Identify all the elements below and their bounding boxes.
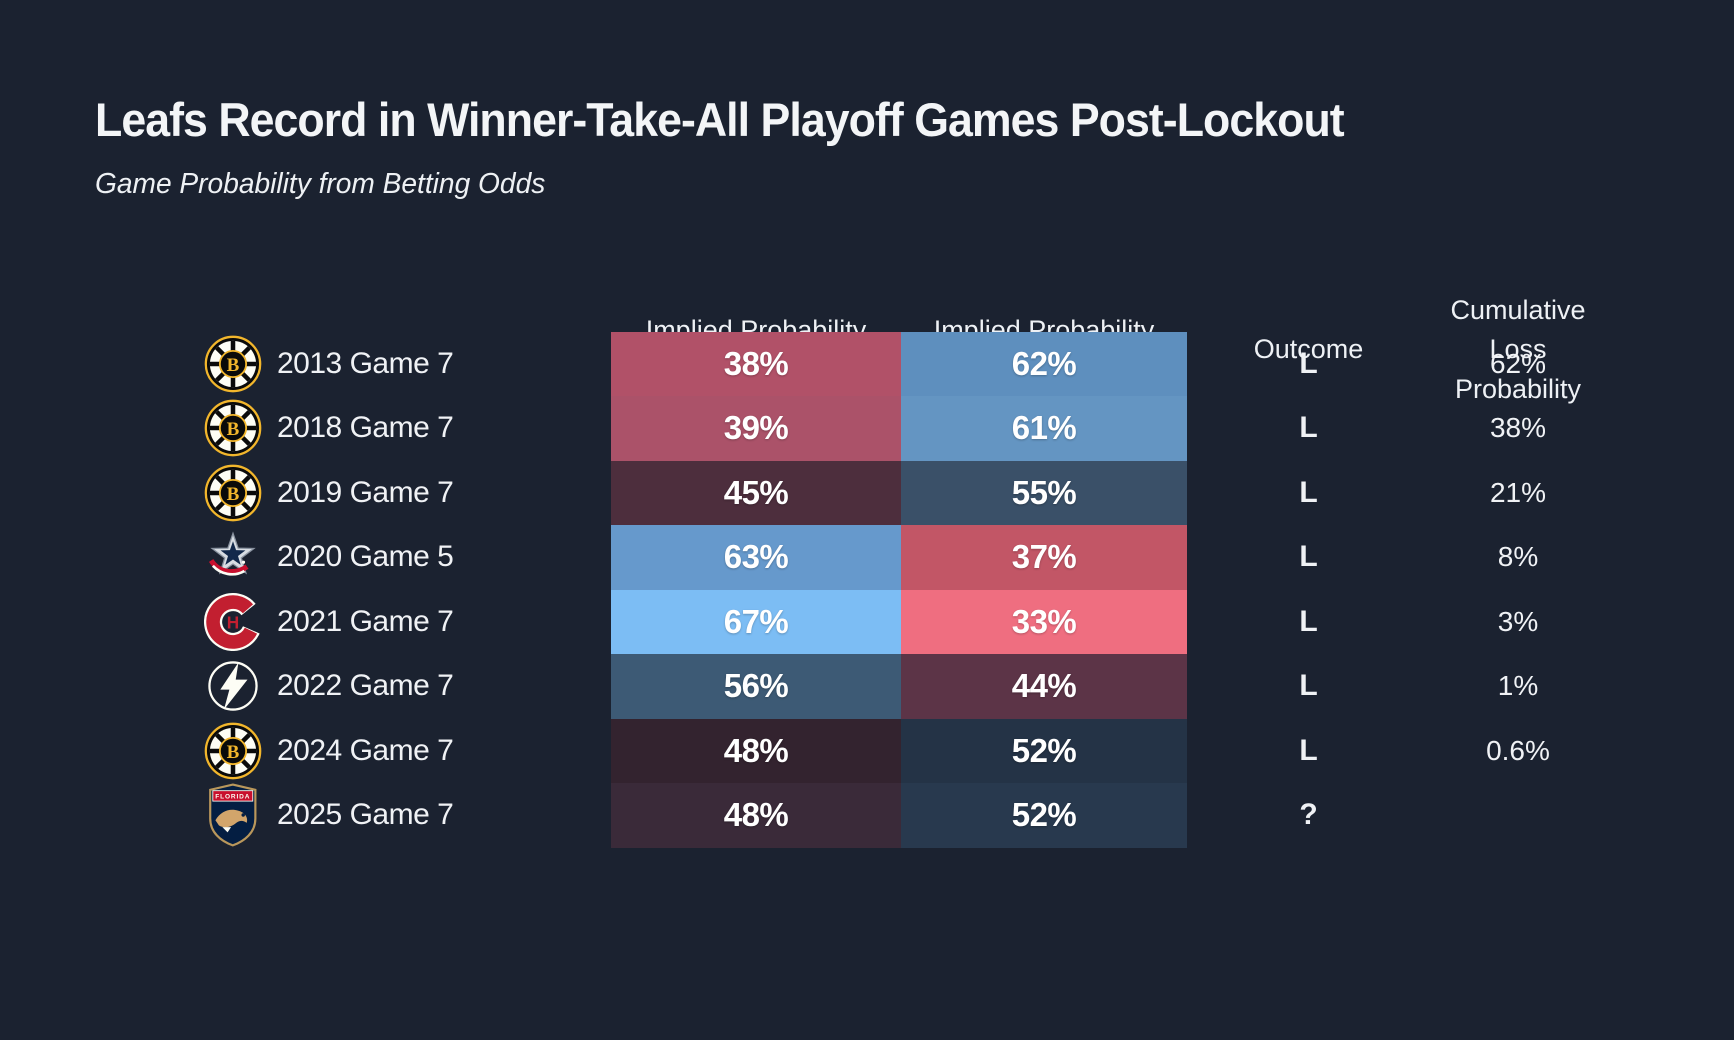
game-label: 2013 Game 7 [277,346,454,380]
win-prob-value: 48% [723,796,789,834]
outcome-cell: ? [1299,798,1318,832]
svg-text:B: B [226,419,239,440]
win-prob-cell: 67% [611,589,901,654]
loss-prob-value: 33% [1011,602,1077,640]
cumulative-cell [1430,783,1606,848]
probability-table: Implied Probability of Toronto Win Impli… [195,267,1606,848]
svg-text:B: B [226,355,239,376]
cumulative-cell: 62% [1489,347,1547,379]
cumulative-cell: 3% [1497,605,1539,637]
loss-prob-value: 55% [1011,473,1077,511]
outcome-cell: L [1299,669,1318,703]
team-logo-cell: B [195,332,270,397]
game-label: 2021 Game 7 [277,604,454,638]
win-prob-cell: 38% [611,331,901,396]
loss-prob-value: 52% [1011,731,1077,769]
panthers-logo-icon: FLORIDA [208,783,257,847]
outcome-cell: L [1299,475,1318,509]
outcome-cell: L [1299,346,1318,380]
cumulative-cell: 8% [1497,541,1539,573]
lightning-logo-icon [207,661,258,711]
column-header-cumulative-line1: Cumulative [1450,295,1586,326]
game-label: 2018 Game 7 [277,411,454,445]
win-prob-cell: 39% [611,396,901,461]
win-prob-value: 67% [723,602,789,640]
loss-prob-cell: 52% [901,783,1187,848]
team-logo-cell [195,525,270,590]
game-label: 2024 Game 7 [277,733,454,767]
column-header-outcome-label: Outcome [1253,334,1364,365]
team-logo-cell: B [195,461,270,526]
win-prob-value: 38% [723,344,789,382]
team-logo-cell: FLORIDA [195,783,270,848]
team-logo-cell: B [195,719,270,784]
bruins-logo-icon: B [204,464,261,522]
bruins-logo-icon: B [204,722,261,780]
loss-prob-value: 52% [1011,796,1077,834]
game-label: 2019 Game 7 [277,475,454,509]
loss-prob-cell: 37% [901,525,1187,590]
loss-prob-cell: 44% [901,654,1187,719]
win-prob-cell: 48% [611,783,901,848]
loss-prob-cell: 62% [901,331,1187,396]
cumulative-cell: 0.6% [1486,734,1550,766]
svg-text:B: B [226,484,239,505]
page-subtitle: Game Probability from Betting Odds [95,168,546,200]
column-header-cumulative-line2: Loss [1489,334,1547,365]
blue-jackets-logo-icon [208,531,256,576]
win-prob-value: 48% [723,731,789,769]
column-header-cumulative: Cumulative Loss Probability [1430,267,1606,433]
loss-prob-cell: 33% [901,589,1187,654]
win-prob-cell: 56% [611,654,901,719]
win-prob-cell: 45% [611,460,901,525]
win-prob-cell: 48% [611,718,901,783]
team-logo-cell: H [195,590,270,655]
loss-prob-cell: 52% [901,718,1187,783]
outcome-cell: L [1299,540,1318,574]
game-label: 2025 Game 7 [277,798,454,832]
loss-prob-value: 62% [1011,344,1077,382]
cumulative-cell: 38% [1489,412,1547,444]
cumulative-cell: 21% [1489,476,1547,508]
win-prob-value: 63% [723,538,789,576]
loss-prob-value: 37% [1011,538,1077,576]
svg-text:B: B [226,742,239,763]
canadiens-logo-icon: H [203,592,262,651]
column-header-cumulative-line3: Probability [1454,373,1582,404]
outcome-cell: L [1299,733,1318,767]
loss-prob-value: 61% [1011,409,1077,447]
outcome-cell: L [1299,604,1318,638]
loss-prob-cell: 61% [901,396,1187,461]
loss-prob-cell: 55% [901,460,1187,525]
svg-text:H: H [226,612,238,632]
game-label: 2022 Game 7 [277,669,454,703]
column-header-outcome: Outcome [1187,267,1430,433]
panthers-banner-text: FLORIDA [215,794,250,801]
team-logo-cell [195,654,270,719]
team-logo-cell: B [195,396,270,461]
page-title: Leafs Record in Winner-Take-All Playoff … [95,93,1345,146]
loss-prob-value: 44% [1011,667,1077,705]
outcome-cell: L [1299,411,1318,445]
game-label: 2020 Game 5 [277,540,454,574]
win-prob-cell: 63% [611,525,901,590]
bruins-logo-icon: B [204,335,261,393]
bruins-logo-icon: B [204,399,261,457]
win-prob-value: 45% [723,473,789,511]
cumulative-cell: 1% [1497,670,1539,702]
win-prob-value: 39% [723,409,789,447]
win-prob-value: 56% [723,667,789,705]
